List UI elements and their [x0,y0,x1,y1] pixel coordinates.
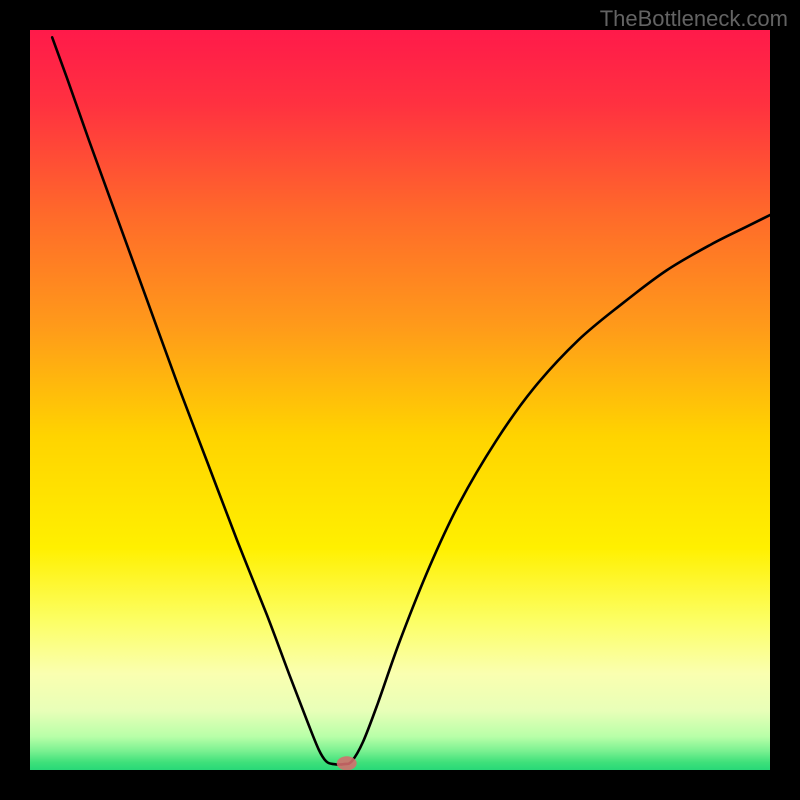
chart-svg [30,30,770,770]
chart-frame: TheBottleneck.com [0,0,800,800]
plot-area [30,30,770,770]
gradient-background [30,30,770,770]
minimum-marker [337,756,357,770]
watermark-text: TheBottleneck.com [600,6,788,32]
